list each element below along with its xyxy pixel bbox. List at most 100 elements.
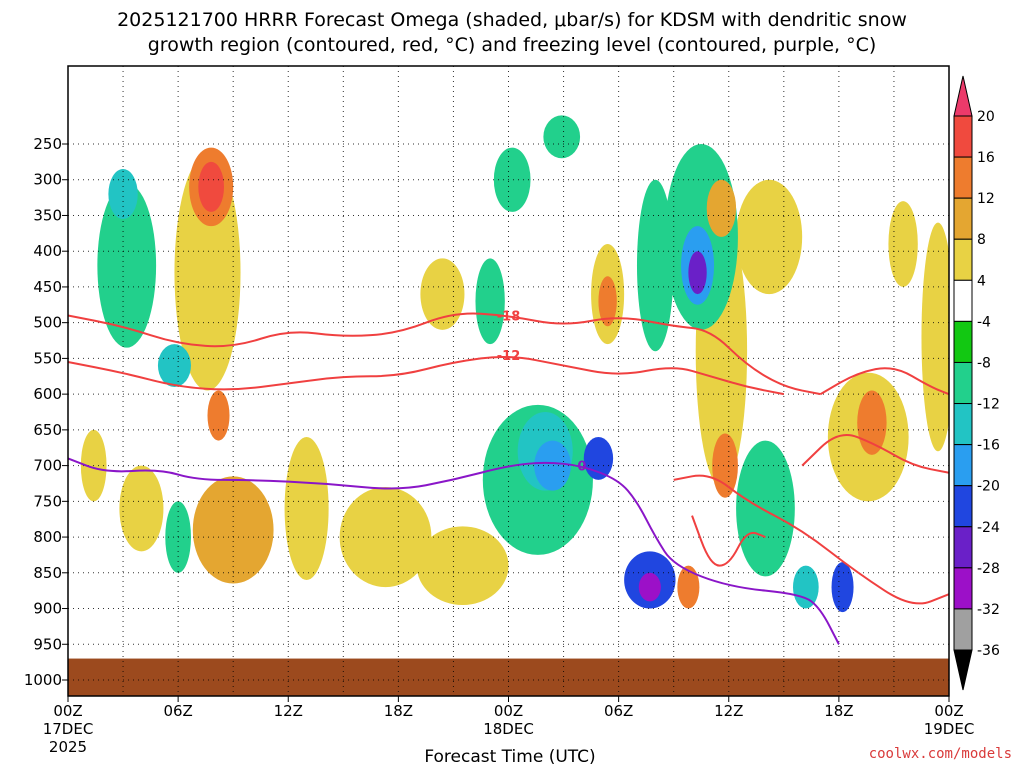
omega-negative-cell-21 bbox=[736, 440, 795, 577]
y-tick-label-550: 550 bbox=[33, 349, 62, 367]
omega-positive-cell-8 bbox=[736, 179, 803, 295]
colorbar-swatch-9 bbox=[953, 444, 973, 487]
colorbar-label-13: -36 bbox=[977, 643, 1000, 659]
credit-text: coolwx.com/models bbox=[869, 746, 1012, 762]
omega-negative-cell-28 bbox=[792, 565, 819, 609]
colorbar-swatch-2 bbox=[953, 156, 973, 199]
x-tick-date-0: 17DEC bbox=[43, 720, 94, 738]
y-tick-label-500: 500 bbox=[33, 314, 62, 332]
colorbar-label-5: -4 bbox=[977, 314, 991, 330]
freezing-contour-label-0: 0 bbox=[577, 460, 586, 475]
x-tick-label-0: 00Z bbox=[53, 702, 82, 720]
y-tick-label-650: 650 bbox=[33, 421, 62, 439]
omega-positive-cell-34 bbox=[198, 161, 225, 212]
x-tick-label-18: 18Z bbox=[384, 702, 413, 720]
colorbar-label-9: -20 bbox=[977, 479, 1000, 495]
colorbar-label-8: -16 bbox=[977, 438, 1000, 454]
y-tick-label-850: 850 bbox=[33, 564, 62, 582]
y-tick-label-950: 950 bbox=[33, 635, 62, 653]
x-tick-label-6: 06Z bbox=[163, 702, 192, 720]
x-tick-label-12: 12Z bbox=[274, 702, 303, 720]
ground-fill bbox=[68, 658, 949, 696]
omega-positive-cell-29 bbox=[857, 390, 887, 455]
omega-negative-cell-24 bbox=[157, 344, 191, 387]
x-tick-label-36: 12Z bbox=[714, 702, 743, 720]
omega-positive-cell-32 bbox=[712, 433, 738, 498]
colorbar-label-7: -12 bbox=[977, 397, 1000, 413]
omega-positive-cell-3 bbox=[339, 487, 432, 588]
colorbar-top-arrow bbox=[953, 75, 973, 117]
colorbar-label-4: 4 bbox=[977, 273, 986, 289]
colorbar-swatch-12 bbox=[953, 567, 973, 610]
omega-positive-cell-13 bbox=[192, 476, 274, 584]
colorbar-swatch-11 bbox=[953, 526, 973, 569]
colorbar-label-10: -24 bbox=[977, 520, 1000, 536]
colorbar-swatch-4 bbox=[953, 238, 973, 281]
omega-negative-cell-35 bbox=[534, 440, 571, 491]
dendritic-contour-label-0: -18 bbox=[497, 310, 521, 325]
colorbar-swatch-3 bbox=[953, 197, 973, 240]
omega-negative-cell-23 bbox=[543, 115, 581, 159]
colorbar-label-2: 12 bbox=[977, 191, 995, 207]
colorbar-label-6: -8 bbox=[977, 355, 991, 371]
omega-negative-cell-38 bbox=[831, 562, 854, 613]
omega-negative-cell-19 bbox=[636, 179, 674, 352]
omega-positive-cell-26 bbox=[207, 390, 230, 441]
y-tick-label-600: 600 bbox=[33, 385, 62, 403]
y-tick-label-350: 350 bbox=[33, 206, 62, 224]
dendritic-contour-5 bbox=[673, 474, 950, 605]
y-tick-label-900: 900 bbox=[33, 600, 62, 618]
colorbar-label-0: 20 bbox=[977, 109, 995, 125]
colorbar-swatch-5 bbox=[953, 279, 973, 322]
y-tick-label-300: 300 bbox=[33, 171, 62, 189]
omega-negative-cell-40 bbox=[688, 251, 707, 295]
colorbar-label-11: -28 bbox=[977, 561, 1000, 577]
y-tick-label-450: 450 bbox=[33, 278, 62, 296]
chart-title-line2: growth region (contoured, red, °C) and f… bbox=[148, 34, 877, 56]
freezing-contour-0 bbox=[67, 457, 840, 645]
colorbar-swatch-8 bbox=[953, 403, 973, 446]
omega-negative-cell-22 bbox=[493, 147, 531, 212]
omega-positive-cell-11 bbox=[888, 201, 918, 287]
omega-layer bbox=[68, 115, 949, 696]
omega-negative-cell-17 bbox=[475, 258, 505, 345]
y-tick-label-250: 250 bbox=[33, 135, 62, 153]
plot-area bbox=[68, 115, 949, 696]
chart-title-line1: 2025121700 HRRR Forecast Omega (shaded, … bbox=[117, 9, 907, 31]
y-tick-label-750: 750 bbox=[33, 492, 62, 510]
colorbar-label-1: 16 bbox=[977, 150, 995, 166]
dendritic-contour-3 bbox=[801, 434, 950, 474]
colorbar-swatch-13 bbox=[953, 608, 973, 651]
colorbar-bottom-arrow bbox=[953, 649, 973, 691]
contours: -18 -12 0 bbox=[67, 310, 950, 645]
omega-positive-cell-33 bbox=[677, 565, 700, 609]
omega-negative-cell-14 bbox=[97, 183, 157, 348]
colorbar: 20 16 12 8 4 -4 -8 -12 -16 -20 -24 -28 -32 -36 bbox=[953, 75, 1000, 691]
colorbar-swatch-7 bbox=[953, 361, 973, 405]
x-tick-label-30: 06Z bbox=[604, 702, 633, 720]
x-tick-date-24: 18DEC bbox=[483, 720, 534, 738]
omega-positive-cell-20 bbox=[706, 179, 737, 237]
y-tick-label-1000: 1000 bbox=[24, 671, 62, 689]
y-tick-label-400: 400 bbox=[33, 242, 62, 260]
omega-negative-cell-30 bbox=[108, 169, 138, 220]
x-tick-label-42: 18Z bbox=[824, 702, 853, 720]
colorbar-label-12: -32 bbox=[977, 602, 1000, 618]
omega-positive-cell-12 bbox=[284, 437, 329, 580]
dendritic-contour-0 bbox=[67, 312, 821, 396]
x-tick-year-0: 2025 bbox=[49, 738, 87, 756]
dendritic-contour-label-1: -12 bbox=[497, 349, 521, 364]
colorbar-label-3: 8 bbox=[977, 232, 986, 248]
x-axis-label: Forecast Time (UTC) bbox=[424, 747, 595, 767]
colorbar-swatch-6 bbox=[953, 320, 973, 363]
omega-positive-cell-2 bbox=[119, 465, 164, 552]
x-tick-date-48: 19DEC bbox=[924, 720, 975, 738]
y-tick-label-700: 700 bbox=[33, 457, 62, 475]
dendritic-contour-4 bbox=[691, 515, 766, 567]
omega-positive-cell-27 bbox=[598, 276, 617, 327]
dendritic-contour-2 bbox=[820, 367, 950, 396]
omega-negative-cell-41 bbox=[638, 572, 661, 602]
axes: 250 300 350 400 450 500 550 600 650 700 750 800 850 9… bbox=[24, 65, 975, 756]
omega-positive-cell-4 bbox=[420, 258, 465, 330]
